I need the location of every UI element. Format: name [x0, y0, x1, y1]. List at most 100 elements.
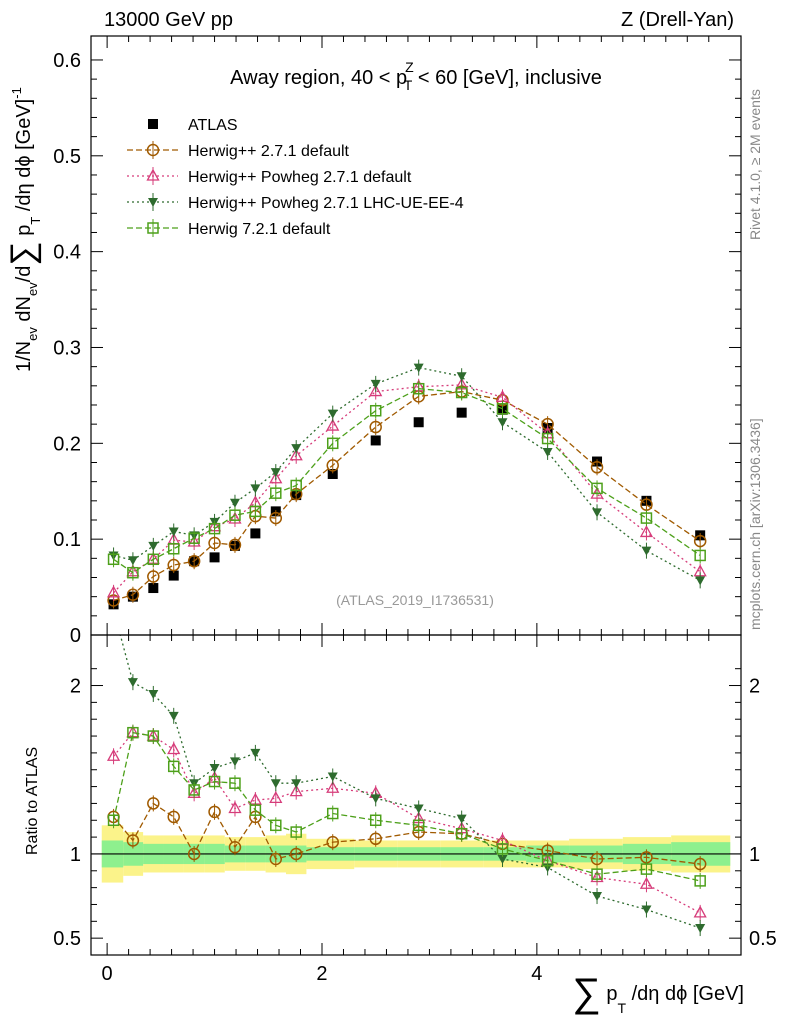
legend-marker-herwig_pp: [146, 143, 160, 157]
legend-label-herwig7: Herwig 7.2.1 default: [188, 221, 331, 238]
ratio-point-powheg_ue: [168, 711, 179, 721]
legend-marker-atlas: [148, 119, 158, 129]
main-point-herwig7: [147, 553, 160, 566]
ratio-point-herwig7: [290, 826, 302, 838]
main-ylabel-part: dN: [13, 296, 35, 327]
main-ylabel-sum: ∑: [4, 241, 42, 265]
main-point-powheg_ue: [497, 418, 508, 428]
main-point-powheg_ue: [148, 541, 159, 551]
ratio-point-powheg: [167, 742, 181, 755]
main-point-herwig7: [455, 386, 468, 399]
main-point-herwig_pp: [326, 459, 339, 472]
main-title-sup: Z: [405, 59, 414, 75]
main-point-herwig7: [270, 487, 282, 499]
main-point-herwig_pp: [208, 536, 221, 550]
main-point-herwig7: [640, 512, 653, 524]
ratio-point-powheg_ue: [641, 905, 652, 915]
main-line-herwig_pp: [113, 390, 701, 602]
ratio-ytick-label-right: 0.5: [749, 928, 777, 950]
main-point-atlas: [413, 417, 424, 428]
legend-label-powheg: Herwig++ Powheg 2.7.1 default: [188, 169, 412, 186]
main-point-atlas: [456, 407, 467, 418]
ratio-point-herwig_pp: [208, 805, 221, 819]
legend-label-atlas: ATLAS: [188, 117, 238, 134]
ratio-point-herwig7: [326, 807, 339, 820]
main-point-herwig_pp: [269, 511, 283, 525]
main-ytick-label: 0.5: [53, 146, 81, 168]
ratio-ytick-label: 0.5: [53, 928, 81, 950]
ratio-point-powheg: [289, 784, 303, 797]
main-point-atlas: [327, 468, 338, 479]
ratio-xlabel: ∑ pT /dη dϕ [GeV]: [572, 971, 744, 1016]
main-point-herwig_pp: [590, 461, 604, 474]
ratio-point-powheg_ue: [229, 757, 240, 767]
ratio-point-herwig_pp: [289, 847, 303, 861]
ratio-series-group: [106, 635, 707, 937]
ratio-point-powheg_ue: [148, 689, 159, 699]
legend-marker-powheg: [146, 168, 160, 181]
main-point-atlas: [148, 583, 159, 594]
main-ytick-label: 0.3: [53, 337, 81, 359]
ratio-point-powheg_ue: [413, 804, 424, 814]
ratio-point-herwig_pp: [369, 832, 382, 846]
ratio-point-herwig7: [369, 814, 382, 827]
ratio-xtick-label: 0: [102, 963, 113, 985]
main-ytick-label: 0.2: [53, 433, 81, 455]
ratio-frame: [90, 634, 742, 956]
legend-marker-herwig7: [147, 222, 159, 234]
main-point-powheg: [289, 448, 303, 461]
ratio-point-herwig7: [694, 875, 706, 887]
ratio-point-powheg: [326, 780, 340, 793]
ratio-point-herwig7: [188, 784, 200, 796]
main-point-herwig_pp: [369, 420, 382, 434]
main-title-text: Away region, 40 < p: [230, 67, 407, 89]
main-ylabel-part: 1/N: [13, 341, 35, 372]
main-point-herwig_pp: [228, 538, 242, 552]
main-point-herwig_pp: [167, 558, 180, 572]
main-title: Away region, 40 < pZ T < 60 [GeV], inclus…: [230, 59, 602, 93]
ratio-point-powheg_ue: [592, 892, 603, 902]
main-point-herwig7: [326, 437, 339, 450]
ratio-point-powheg: [269, 791, 283, 804]
main-point-powheg_ue: [250, 484, 261, 494]
ratio-point-herwig_pp: [326, 835, 339, 849]
main-point-powheg_ue: [229, 498, 240, 508]
main-point-herwig7: [369, 404, 382, 417]
ratio-point-herwig7: [455, 827, 468, 840]
ratio-point-herwig_pp: [167, 810, 180, 824]
main-ylabel-part: /dη dϕ [GeV]: [13, 99, 35, 217]
ratio-point-herwig7: [270, 819, 282, 832]
ratio-line-powheg: [113, 731, 701, 914]
main-point-powheg_ue: [370, 379, 381, 389]
main-point-powheg_ue: [542, 447, 553, 457]
ratio-point-herwig_pp: [590, 852, 604, 866]
main-point-atlas: [370, 435, 381, 446]
ratio-point-powheg_ue: [695, 924, 706, 934]
main-line-powheg_ue: [113, 366, 701, 581]
ratio-point-herwig7: [249, 804, 262, 816]
main-point-herwig7: [541, 432, 554, 445]
main-series-group: [106, 359, 707, 610]
mcplots-reference-label: mcplots.cern.ch [arXiv:1306.3436]: [747, 418, 763, 630]
main-point-powheg_ue: [127, 556, 138, 566]
main-ylabel-sup: -1: [9, 87, 24, 99]
ratio-point-powheg_ue: [370, 794, 381, 804]
main-point-herwig7: [412, 382, 425, 395]
main-ytick-label-zero: 0: [70, 625, 81, 647]
ratio-point-herwig7: [412, 819, 425, 832]
main-point-powheg_ue: [413, 363, 424, 373]
header-right-label: Z (Drell-Yan): [621, 9, 734, 31]
header-left-label: 13000 GeV pp: [104, 9, 233, 31]
ratio-ylabel: Ratio to ATLAS: [24, 747, 41, 855]
ratio-point-herwig7: [496, 843, 509, 855]
ratio-point-herwig_pp: [269, 852, 283, 866]
main-line-powheg: [113, 384, 701, 594]
main-ytick-label: 0.6: [53, 50, 81, 72]
ratio-ytick-label: 1: [70, 844, 81, 866]
main-point-herwig7: [249, 505, 262, 518]
ratio-xlabel-sum: ∑: [572, 971, 601, 1015]
ratio-point-powheg_ue: [456, 814, 467, 824]
ratio-point-herwig_pp: [126, 834, 140, 847]
main-ylabel-sub: ev: [25, 327, 40, 341]
ratio-xlabel-part: /dη dϕ [GeV]: [626, 983, 744, 1005]
